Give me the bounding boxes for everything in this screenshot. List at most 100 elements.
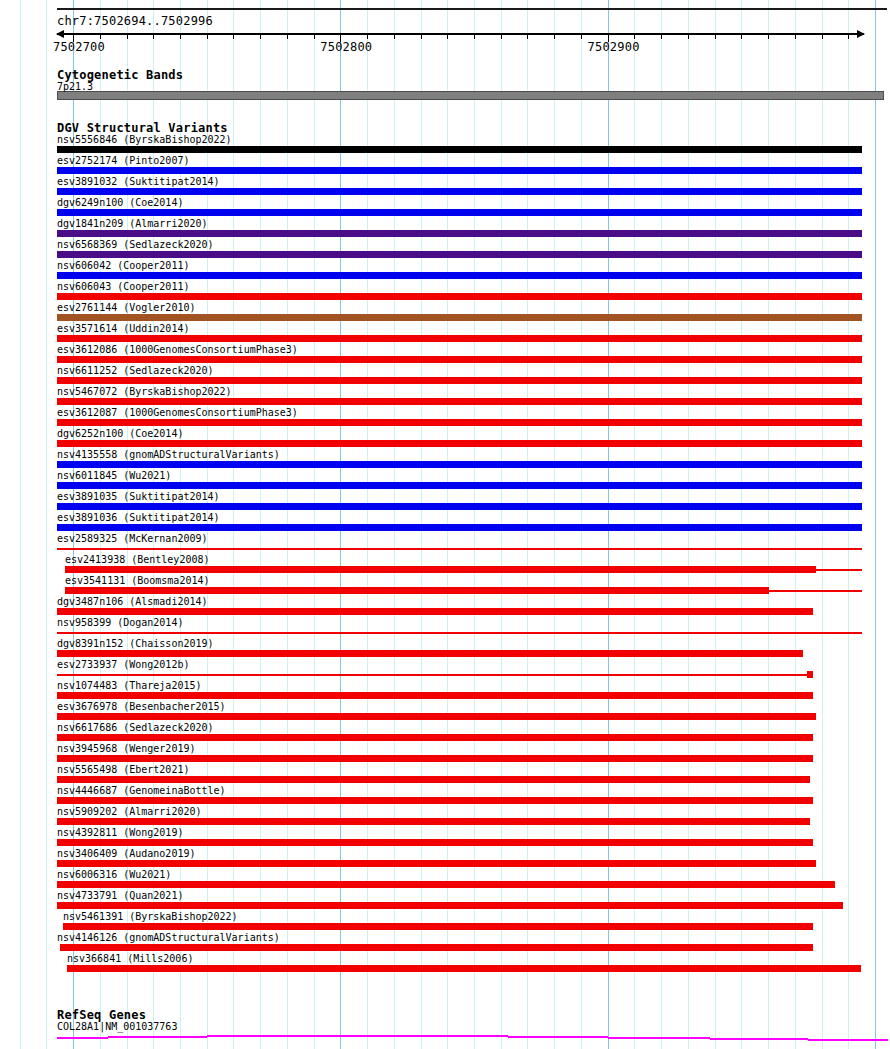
variant-bar-thin[interactable] bbox=[57, 548, 862, 550]
variant-row: nsv6011845 (Wu2021) bbox=[0, 470, 890, 491]
variant-label[interactable]: nsv5565498 (Ebert2021) bbox=[57, 764, 189, 775]
variant-label[interactable]: nsv5461391 (ByrskaBishop2022) bbox=[63, 911, 238, 922]
variant-bar[interactable] bbox=[63, 923, 813, 930]
variant-bar[interactable] bbox=[57, 461, 862, 468]
variant-row: esv2733937 (Wong2012b) bbox=[0, 659, 890, 680]
variant-bar[interactable] bbox=[57, 188, 862, 195]
variant-bar[interactable] bbox=[57, 377, 862, 384]
variant-bar[interactable] bbox=[57, 251, 862, 258]
variant-label[interactable]: esv2733937 (Wong2012b) bbox=[57, 659, 189, 670]
variant-bar[interactable] bbox=[57, 902, 843, 909]
cytoband-bar[interactable] bbox=[57, 91, 884, 100]
variant-bar[interactable] bbox=[57, 524, 862, 531]
variant-label[interactable]: esv2413938 (Bentley2008) bbox=[65, 554, 210, 565]
gene-line-segment bbox=[710, 1038, 808, 1040]
variant-bar[interactable] bbox=[57, 713, 816, 720]
variant-bar-thin[interactable] bbox=[57, 632, 862, 634]
variant-bar[interactable] bbox=[57, 860, 816, 867]
variant-label[interactable]: nsv1074483 (Thareja2015) bbox=[57, 680, 202, 691]
variant-label[interactable]: dgv1841n209 (Almarri2020) bbox=[57, 218, 208, 229]
refseq-gene-label[interactable]: COL28A1|NM_001037763 bbox=[57, 1021, 177, 1032]
variant-bar[interactable] bbox=[67, 965, 861, 972]
variant-label[interactable]: nsv5909202 (Almarri2020) bbox=[57, 806, 202, 817]
variant-row: nsv4733791 (Quan2021) bbox=[0, 890, 890, 911]
variant-label[interactable]: esv3612086 (1000GenomesConsortiumPhase3) bbox=[57, 344, 298, 355]
variant-row: nsv606042 (Cooper2011) bbox=[0, 260, 890, 281]
variant-label[interactable]: esv3541131 (Boomsma2014) bbox=[65, 575, 210, 586]
variant-label[interactable]: nsv5556846 (ByrskaBishop2022) bbox=[57, 134, 232, 145]
variant-label[interactable]: nsv4146126 (gnomADStructuralVariants) bbox=[57, 932, 280, 943]
variant-row: nsv4446687 (GenomeinaBottle) bbox=[0, 785, 890, 806]
variant-bar[interactable] bbox=[57, 776, 810, 783]
variant-bar[interactable] bbox=[57, 503, 862, 510]
variant-bar[interactable] bbox=[57, 419, 862, 426]
variant-row: nsv3406409 (Audano2019) bbox=[0, 848, 890, 869]
variant-label[interactable]: nsv6011845 (Wu2021) bbox=[57, 470, 171, 481]
variant-label[interactable]: esv2752174 (Pinto2007) bbox=[57, 155, 189, 166]
variant-label[interactable]: esv2589325 (McKernan2009) bbox=[57, 533, 208, 544]
variant-bar[interactable] bbox=[57, 482, 862, 489]
variant-label[interactable]: dgv6249n100 (Coe2014) bbox=[57, 197, 183, 208]
variant-label[interactable]: dgv8391n152 (Chaisson2019) bbox=[57, 638, 214, 649]
variant-label[interactable]: nsv6568369 (Sedlazeck2020) bbox=[57, 239, 214, 250]
variant-bar[interactable] bbox=[57, 797, 813, 804]
variant-label[interactable]: esv2761144 (Vogler2010) bbox=[57, 302, 195, 313]
variant-label[interactable]: esv3891032 (Suktitipat2014) bbox=[57, 176, 220, 187]
variant-label[interactable]: nsv606042 (Cooper2011) bbox=[57, 260, 189, 271]
variant-label[interactable]: esv3612087 (1000GenomesConsortiumPhase3) bbox=[57, 407, 298, 418]
variant-label[interactable]: nsv366841 (Mills2006) bbox=[67, 953, 193, 964]
variant-label[interactable]: nsv4135558 (gnomADStructuralVariants) bbox=[57, 449, 280, 460]
variant-bar[interactable] bbox=[57, 230, 862, 237]
axis-baseline bbox=[57, 33, 864, 35]
variant-bar[interactable] bbox=[57, 839, 813, 846]
variant-label[interactable]: dgv6252n100 (Coe2014) bbox=[57, 428, 183, 439]
gene-line-segment bbox=[508, 1036, 608, 1038]
variant-bar[interactable] bbox=[57, 272, 862, 279]
variant-label[interactable]: nsv606043 (Cooper2011) bbox=[57, 281, 189, 292]
variant-bar[interactable] bbox=[57, 209, 862, 216]
variant-row: esv2589325 (McKernan2009) bbox=[0, 533, 890, 554]
variant-label[interactable]: nsv6617686 (Sedlazeck2020) bbox=[57, 722, 214, 733]
variant-label[interactable]: nsv3406409 (Audano2019) bbox=[57, 848, 195, 859]
gene-line-segment bbox=[808, 1039, 888, 1041]
variant-bar[interactable] bbox=[57, 335, 862, 342]
variant-label[interactable]: nsv958399 (Dogan2014) bbox=[57, 617, 183, 628]
variant-bar[interactable] bbox=[57, 818, 810, 825]
variant-bar[interactable] bbox=[60, 944, 813, 951]
variant-label[interactable]: nsv6611252 (Sedlazeck2020) bbox=[57, 365, 214, 376]
variant-bar[interactable] bbox=[57, 146, 862, 153]
variant-bar[interactable] bbox=[57, 440, 862, 447]
variant-label[interactable]: nsv6006316 (Wu2021) bbox=[57, 869, 171, 880]
variant-bar[interactable] bbox=[65, 587, 769, 594]
variant-bar[interactable] bbox=[57, 881, 835, 888]
axis-minor-tick bbox=[822, 35, 823, 39]
variant-row: nsv6611252 (Sedlazeck2020) bbox=[0, 365, 890, 386]
variant-row: esv3676978 (Besenbacher2015) bbox=[0, 701, 890, 722]
variant-bar[interactable] bbox=[57, 650, 803, 657]
variant-label[interactable]: esv3891036 (Suktitipat2014) bbox=[57, 512, 220, 523]
axis-minor-tick bbox=[153, 35, 154, 39]
variant-bar[interactable] bbox=[57, 293, 862, 300]
variant-label[interactable]: esv3571614 (Uddin2014) bbox=[57, 323, 189, 334]
variant-bar[interactable] bbox=[57, 608, 813, 615]
variant-label[interactable]: nsv4392811 (Wong2019) bbox=[57, 827, 183, 838]
variant-bar[interactable] bbox=[57, 314, 862, 321]
variant-bar-thin[interactable] bbox=[57, 674, 808, 676]
variant-bar[interactable] bbox=[57, 692, 813, 699]
variant-row: nsv958399 (Dogan2014) bbox=[0, 617, 890, 638]
variant-label[interactable]: esv3676978 (Besenbacher2015) bbox=[57, 701, 226, 712]
variant-label[interactable]: dgv3487n106 (Alsmadi2014) bbox=[57, 596, 208, 607]
variant-bar[interactable] bbox=[57, 734, 813, 741]
variant-bar[interactable] bbox=[65, 566, 816, 573]
variant-bar[interactable] bbox=[57, 398, 862, 405]
variant-label[interactable]: nsv3945968 (Wenger2019) bbox=[57, 743, 195, 754]
variant-label[interactable]: nsv5467072 (ByrskaBishop2022) bbox=[57, 386, 232, 397]
axis-minor-tick bbox=[394, 35, 395, 39]
variant-label[interactable]: esv3891035 (Suktitipat2014) bbox=[57, 491, 220, 502]
variant-bar[interactable] bbox=[57, 755, 813, 762]
variant-bar[interactable] bbox=[57, 167, 862, 174]
variant-label[interactable]: nsv4733791 (Quan2021) bbox=[57, 890, 183, 901]
variant-label[interactable]: nsv4446687 (GenomeinaBottle) bbox=[57, 785, 226, 796]
axis-minor-tick bbox=[474, 35, 475, 39]
variant-bar[interactable] bbox=[57, 356, 862, 363]
